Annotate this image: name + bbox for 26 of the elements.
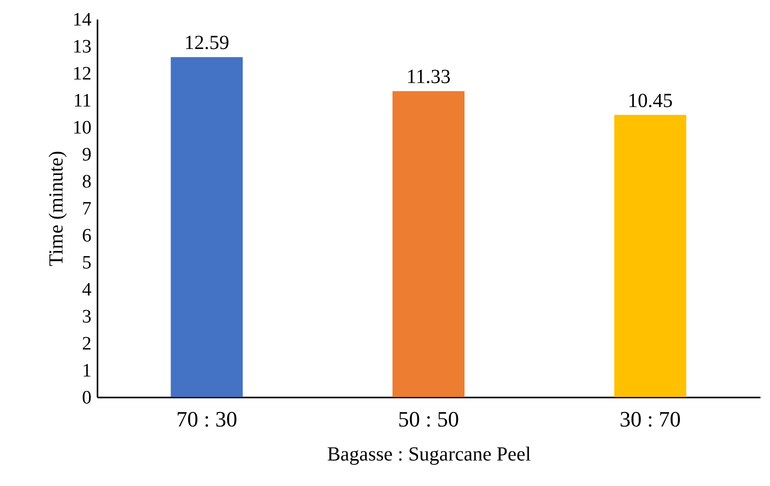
y-tick-label: 12 bbox=[72, 64, 92, 84]
bar bbox=[392, 91, 464, 397]
y-tick-label: 1 bbox=[82, 360, 92, 382]
data-label: 10.45 bbox=[628, 90, 673, 112]
x-tick-label: 70 : 30 bbox=[176, 406, 238, 432]
y-axis-title: Time (minute) bbox=[46, 150, 68, 266]
y-tick-label: 5 bbox=[82, 252, 92, 274]
y-tick-label: 11 bbox=[73, 90, 92, 112]
bar bbox=[170, 57, 243, 397]
x-tick-label: 30 : 70 bbox=[620, 406, 681, 432]
y-tick-label: 7 bbox=[82, 198, 92, 220]
bar bbox=[614, 114, 686, 397]
y-tick-label: 10 bbox=[72, 118, 92, 138]
y-tick-label: 3 bbox=[82, 306, 92, 328]
data-label: 12.59 bbox=[184, 32, 230, 54]
y-tick-label: 4 bbox=[82, 280, 92, 300]
y-tick-label: 0 bbox=[82, 388, 92, 408]
y-tick-label: 2 bbox=[82, 334, 92, 354]
x-tick-label: 50 : 50 bbox=[398, 406, 460, 432]
x-axis-title: Bagasse : Sugarcane Peel bbox=[327, 444, 532, 466]
y-tick-label: 9 bbox=[82, 144, 92, 166]
y-tick-label: 8 bbox=[82, 172, 92, 192]
data-label: 11.33 bbox=[406, 66, 451, 88]
y-tick-label: 13 bbox=[72, 36, 92, 58]
y-tick-label: 6 bbox=[82, 226, 92, 246]
y-tick-label: 14 bbox=[72, 10, 92, 30]
